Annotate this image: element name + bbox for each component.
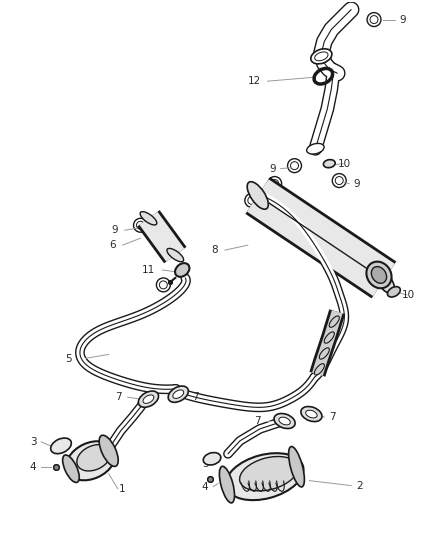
Text: 7: 7 [254, 416, 261, 426]
Text: 4: 4 [30, 462, 36, 472]
Text: 9: 9 [399, 14, 406, 25]
Ellipse shape [247, 182, 268, 209]
Text: 11: 11 [142, 265, 155, 275]
Ellipse shape [289, 447, 304, 487]
Ellipse shape [203, 453, 221, 465]
Ellipse shape [173, 390, 184, 399]
Text: 9: 9 [111, 225, 118, 235]
Ellipse shape [77, 445, 111, 471]
Text: 10: 10 [402, 290, 415, 300]
Ellipse shape [306, 410, 317, 418]
Ellipse shape [367, 262, 392, 288]
Ellipse shape [311, 49, 332, 64]
Ellipse shape [373, 266, 395, 294]
Ellipse shape [279, 417, 290, 425]
Text: 7: 7 [329, 412, 336, 422]
Ellipse shape [138, 391, 159, 407]
Ellipse shape [219, 466, 234, 503]
Ellipse shape [143, 395, 154, 403]
Ellipse shape [51, 438, 71, 454]
Ellipse shape [175, 263, 189, 277]
Ellipse shape [99, 435, 118, 466]
Text: 7: 7 [115, 392, 122, 402]
Text: 3: 3 [30, 437, 36, 447]
Text: 9: 9 [354, 179, 360, 189]
Ellipse shape [274, 414, 295, 429]
Text: 1: 1 [119, 483, 126, 494]
Ellipse shape [63, 455, 79, 482]
Ellipse shape [240, 456, 298, 491]
Text: 12: 12 [248, 76, 261, 86]
Text: 5: 5 [66, 354, 72, 365]
Ellipse shape [307, 143, 324, 154]
Text: 9: 9 [269, 164, 276, 174]
Ellipse shape [301, 407, 322, 422]
Text: 7: 7 [192, 392, 198, 402]
Text: 2: 2 [356, 481, 362, 490]
Text: 10: 10 [338, 159, 351, 168]
Text: 4: 4 [202, 482, 208, 491]
Ellipse shape [140, 212, 157, 225]
Ellipse shape [66, 441, 116, 480]
Text: 8: 8 [212, 245, 218, 255]
Ellipse shape [371, 266, 387, 284]
Ellipse shape [388, 287, 400, 297]
Text: 6: 6 [110, 240, 116, 250]
Ellipse shape [167, 248, 184, 262]
Ellipse shape [168, 386, 188, 402]
Text: 3: 3 [202, 459, 208, 469]
Ellipse shape [226, 453, 304, 500]
Ellipse shape [323, 159, 335, 168]
